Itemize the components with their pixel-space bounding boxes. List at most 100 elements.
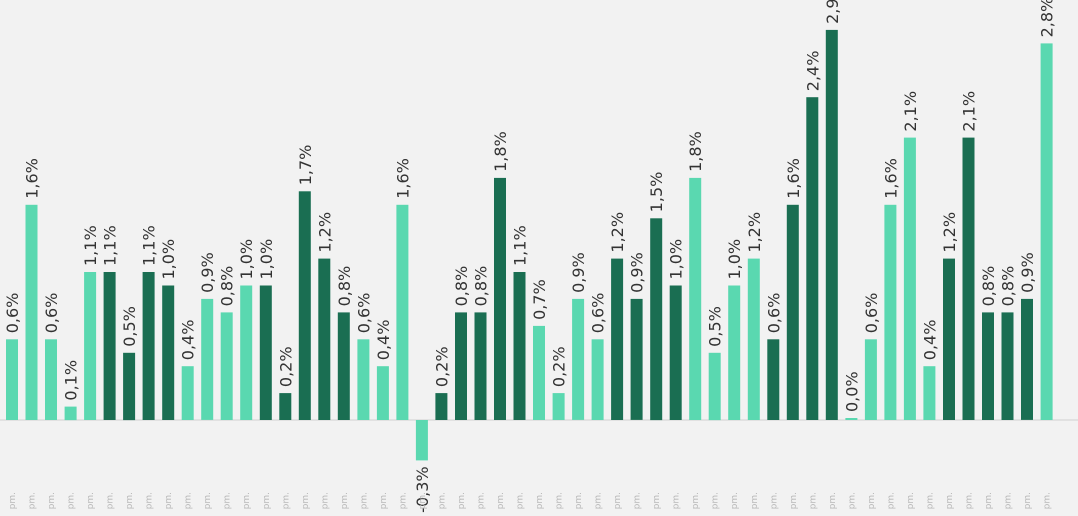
data-label-37: 0,5%: [706, 306, 725, 347]
data-label-7: 0,5%: [120, 306, 139, 347]
x-tick-label-38: pm.: [730, 492, 740, 509]
bar-34: [650, 218, 663, 421]
bar-32: [611, 258, 624, 420]
data-label-45: 0,6%: [862, 293, 881, 334]
x-tick-label-52: pm.: [1004, 492, 1014, 509]
data-label-36: 1,8%: [686, 131, 705, 172]
x-tick-label-49: pm.: [945, 492, 955, 509]
x-tick-label-27: pm.: [516, 492, 526, 509]
bar-20: [376, 366, 389, 420]
data-label-31: 0,6%: [589, 293, 608, 334]
bar-47: [903, 137, 916, 420]
data-label-27: 1,1%: [511, 225, 530, 266]
bar-1: [6, 339, 18, 420]
data-label-1: 0,6%: [3, 293, 22, 334]
bar-2: [25, 204, 38, 420]
x-tick-label-36: pm.: [691, 492, 701, 509]
bar-26: [494, 177, 506, 420]
bar-41: [786, 204, 799, 420]
bar-28: [533, 325, 545, 420]
x-tick-label-21: pm.: [398, 492, 408, 509]
data-label-6: 1,1%: [101, 225, 120, 266]
x-tick-label-50: pm.: [965, 492, 975, 509]
data-label-11: 0,9%: [198, 252, 217, 293]
data-label-3: 0,6%: [42, 293, 61, 334]
data-label-49: 1,2%: [940, 212, 959, 253]
x-tick-label-33: pm.: [633, 492, 643, 509]
data-label-20: 0,4%: [374, 320, 393, 361]
data-label-33: 0,9%: [628, 252, 647, 293]
x-tick-label-7: pm.: [125, 492, 135, 509]
x-tick-label-29: pm.: [555, 492, 565, 509]
x-tick-label-11: pm.: [203, 492, 213, 509]
x-tick-label-32: pm.: [613, 492, 623, 509]
bar-22: [415, 420, 428, 461]
x-tick-label-14: pm.: [262, 492, 272, 509]
bar-11: [201, 298, 214, 420]
x-tick-label-47: pm.: [906, 492, 916, 509]
data-label-42: 2,4%: [803, 51, 822, 92]
bar-8: [142, 272, 155, 420]
x-tick-label-1: pm.: [8, 492, 18, 509]
bar-19: [357, 339, 370, 420]
data-label-21: 1,6%: [393, 158, 412, 199]
x-tick-label-3: pm.: [47, 492, 57, 509]
data-label-29: 0,2%: [550, 346, 569, 387]
bar-42: [806, 97, 819, 420]
bar-10: [181, 366, 194, 420]
data-label-28: 0,7%: [530, 279, 549, 320]
x-tick-label-53: pm.: [1023, 492, 1033, 509]
x-tick-label-23: pm.: [437, 492, 447, 509]
data-label-51: 0,8%: [979, 266, 998, 307]
data-label-32: 1,2%: [608, 212, 627, 253]
data-label-54: 2,8%: [1038, 0, 1057, 37]
bar-35: [669, 285, 682, 420]
x-tick-label-12: pm.: [223, 492, 233, 509]
bar-46: [884, 204, 897, 420]
data-label-26: 1,8%: [491, 131, 510, 172]
x-tick-label-54: pm.: [1043, 492, 1053, 509]
bar-38: [728, 285, 741, 420]
x-tick-label-17: pm.: [320, 492, 330, 509]
bar-51: [982, 312, 994, 420]
bar-23: [435, 393, 448, 420]
bar-13: [240, 285, 253, 420]
data-label-17: 1,2%: [315, 212, 334, 253]
bar-54: [1040, 43, 1053, 421]
data-label-14: 1,0%: [257, 239, 276, 280]
bar-53: [1021, 298, 1033, 420]
x-tick-label-24: pm.: [457, 492, 467, 509]
bar-37: [708, 352, 721, 421]
bar-36: [689, 177, 702, 420]
bar-5: [84, 272, 97, 420]
bar-39: [747, 258, 760, 420]
data-label-25: 0,8%: [472, 266, 491, 307]
bar-45: [864, 339, 877, 420]
data-label-10: 0,4%: [179, 320, 198, 361]
x-tick-label-34: pm.: [652, 492, 662, 509]
data-label-24: 0,8%: [452, 266, 471, 307]
bar-24: [455, 312, 467, 420]
x-tick-label-46: pm.: [886, 492, 896, 509]
bar-48: [923, 366, 936, 420]
data-label-30: 0,9%: [569, 252, 588, 293]
x-tick-label-19: pm.: [359, 492, 369, 509]
data-label-19: 0,6%: [354, 293, 373, 334]
data-label-8: 1,1%: [140, 225, 159, 266]
x-tick-label-20: pm.: [379, 492, 389, 509]
data-label-43: 2,9%: [823, 0, 842, 24]
x-tick-label-45: pm.: [867, 492, 877, 509]
x-tick-label-5: pm.: [86, 492, 96, 509]
bar-4: [64, 406, 77, 421]
data-label-50: 2,1%: [960, 91, 979, 132]
x-tick-label-43: pm.: [828, 492, 838, 509]
data-label-38: 1,0%: [725, 239, 744, 280]
bar-12: [220, 312, 233, 420]
bar-49: [943, 258, 955, 420]
data-label-13: 1,0%: [237, 239, 256, 280]
bar-14: [259, 285, 272, 420]
x-tick-label-16: pm.: [301, 492, 311, 509]
data-label-44: 0,0%: [842, 371, 861, 412]
x-tick-label-44: pm.: [847, 492, 857, 509]
